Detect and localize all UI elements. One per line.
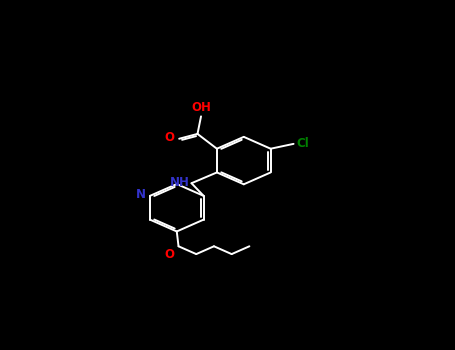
- Text: O: O: [164, 248, 174, 261]
- Text: NH: NH: [170, 176, 190, 189]
- Text: Cl: Cl: [296, 137, 309, 150]
- Text: OH: OH: [192, 101, 212, 114]
- Text: O: O: [164, 131, 174, 144]
- Text: N: N: [136, 188, 147, 201]
